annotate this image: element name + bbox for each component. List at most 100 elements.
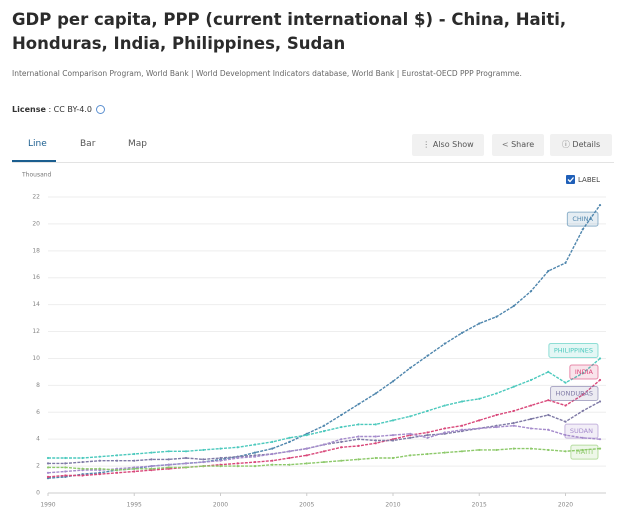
point bbox=[391, 439, 395, 442]
point bbox=[460, 400, 464, 403]
point bbox=[340, 413, 343, 417]
point bbox=[357, 444, 360, 448]
point bbox=[374, 392, 377, 395]
source-note: International Comparison Program, World … bbox=[12, 69, 522, 78]
point bbox=[478, 448, 481, 452]
y-tick-label: 2 bbox=[36, 463, 40, 470]
point bbox=[529, 290, 533, 293]
point bbox=[150, 464, 153, 468]
share-button[interactable]: < Share bbox=[492, 134, 544, 156]
label-toggle[interactable]: LABEL bbox=[578, 176, 600, 184]
point bbox=[357, 458, 360, 461]
point bbox=[288, 436, 291, 439]
point bbox=[598, 400, 602, 403]
point bbox=[98, 459, 101, 462]
point bbox=[529, 427, 533, 430]
also-show-button[interactable]: ⋮ Also Show bbox=[412, 134, 484, 156]
x-tick-label: 2010 bbox=[385, 502, 400, 509]
y-unit: Thousand bbox=[21, 172, 52, 179]
point bbox=[529, 404, 533, 407]
x-tick-label: 2000 bbox=[213, 502, 228, 509]
y-tick-label: 14 bbox=[32, 301, 40, 308]
point bbox=[564, 404, 567, 407]
point bbox=[460, 331, 464, 334]
point bbox=[357, 435, 360, 438]
point bbox=[598, 203, 602, 207]
point bbox=[598, 378, 602, 382]
point bbox=[98, 473, 101, 476]
point bbox=[581, 409, 584, 413]
series bbox=[46, 378, 602, 478]
series-label-text: HONDURAS bbox=[556, 390, 593, 398]
point bbox=[133, 459, 136, 462]
point bbox=[184, 456, 188, 460]
point bbox=[167, 463, 170, 466]
point bbox=[219, 464, 222, 468]
point bbox=[271, 452, 274, 456]
x-tick-label: 1995 bbox=[127, 502, 142, 509]
point bbox=[426, 431, 429, 434]
tab[interactable]: Bar bbox=[80, 139, 96, 149]
point bbox=[253, 455, 257, 458]
tab-underline bbox=[12, 160, 56, 162]
point bbox=[46, 466, 50, 469]
series bbox=[46, 424, 602, 474]
series-label-text: INDIA bbox=[575, 368, 594, 376]
point bbox=[305, 434, 308, 437]
info-icon[interactable] bbox=[96, 105, 105, 114]
point bbox=[478, 419, 481, 422]
point bbox=[357, 423, 360, 426]
point bbox=[115, 471, 119, 474]
point bbox=[150, 467, 153, 470]
point bbox=[460, 450, 464, 453]
point bbox=[409, 454, 412, 457]
series-label-text: SUDAN bbox=[570, 427, 593, 435]
point bbox=[443, 342, 446, 345]
point bbox=[512, 447, 515, 450]
point bbox=[133, 467, 136, 470]
point bbox=[202, 460, 205, 464]
details-button[interactable]: ⓘ Details bbox=[550, 134, 612, 156]
point bbox=[409, 432, 412, 435]
point bbox=[46, 471, 50, 474]
point bbox=[443, 427, 446, 430]
point bbox=[374, 423, 377, 426]
tab[interactable]: Map bbox=[128, 139, 147, 149]
point bbox=[46, 462, 50, 465]
point bbox=[478, 397, 481, 400]
point bbox=[426, 436, 429, 439]
point bbox=[81, 460, 84, 464]
point bbox=[391, 434, 395, 437]
point bbox=[46, 475, 50, 478]
point bbox=[81, 474, 84, 477]
series-label-box bbox=[569, 364, 599, 380]
point bbox=[98, 455, 101, 458]
point bbox=[288, 456, 291, 460]
point bbox=[495, 448, 498, 452]
license: License : CC BY-4.0 bbox=[12, 105, 105, 114]
point bbox=[167, 458, 170, 461]
point bbox=[219, 447, 222, 450]
button-label: Also Show bbox=[432, 140, 474, 149]
label-checkbox[interactable] bbox=[566, 175, 575, 184]
point bbox=[512, 409, 515, 413]
point bbox=[581, 228, 584, 231]
line bbox=[48, 357, 601, 459]
point bbox=[547, 413, 550, 417]
tab[interactable]: Line bbox=[28, 139, 47, 149]
point bbox=[253, 443, 257, 446]
point bbox=[98, 467, 101, 470]
point bbox=[202, 458, 205, 461]
point bbox=[460, 424, 464, 427]
button-label: Details bbox=[572, 140, 601, 149]
point bbox=[305, 447, 308, 450]
point bbox=[443, 431, 446, 434]
point bbox=[305, 454, 308, 457]
point bbox=[529, 378, 533, 382]
point bbox=[443, 404, 446, 407]
x-tick-label: 2005 bbox=[299, 502, 314, 509]
point bbox=[202, 464, 205, 468]
point bbox=[512, 421, 515, 425]
point bbox=[564, 261, 567, 265]
x-tick-label: 1990 bbox=[40, 502, 55, 509]
